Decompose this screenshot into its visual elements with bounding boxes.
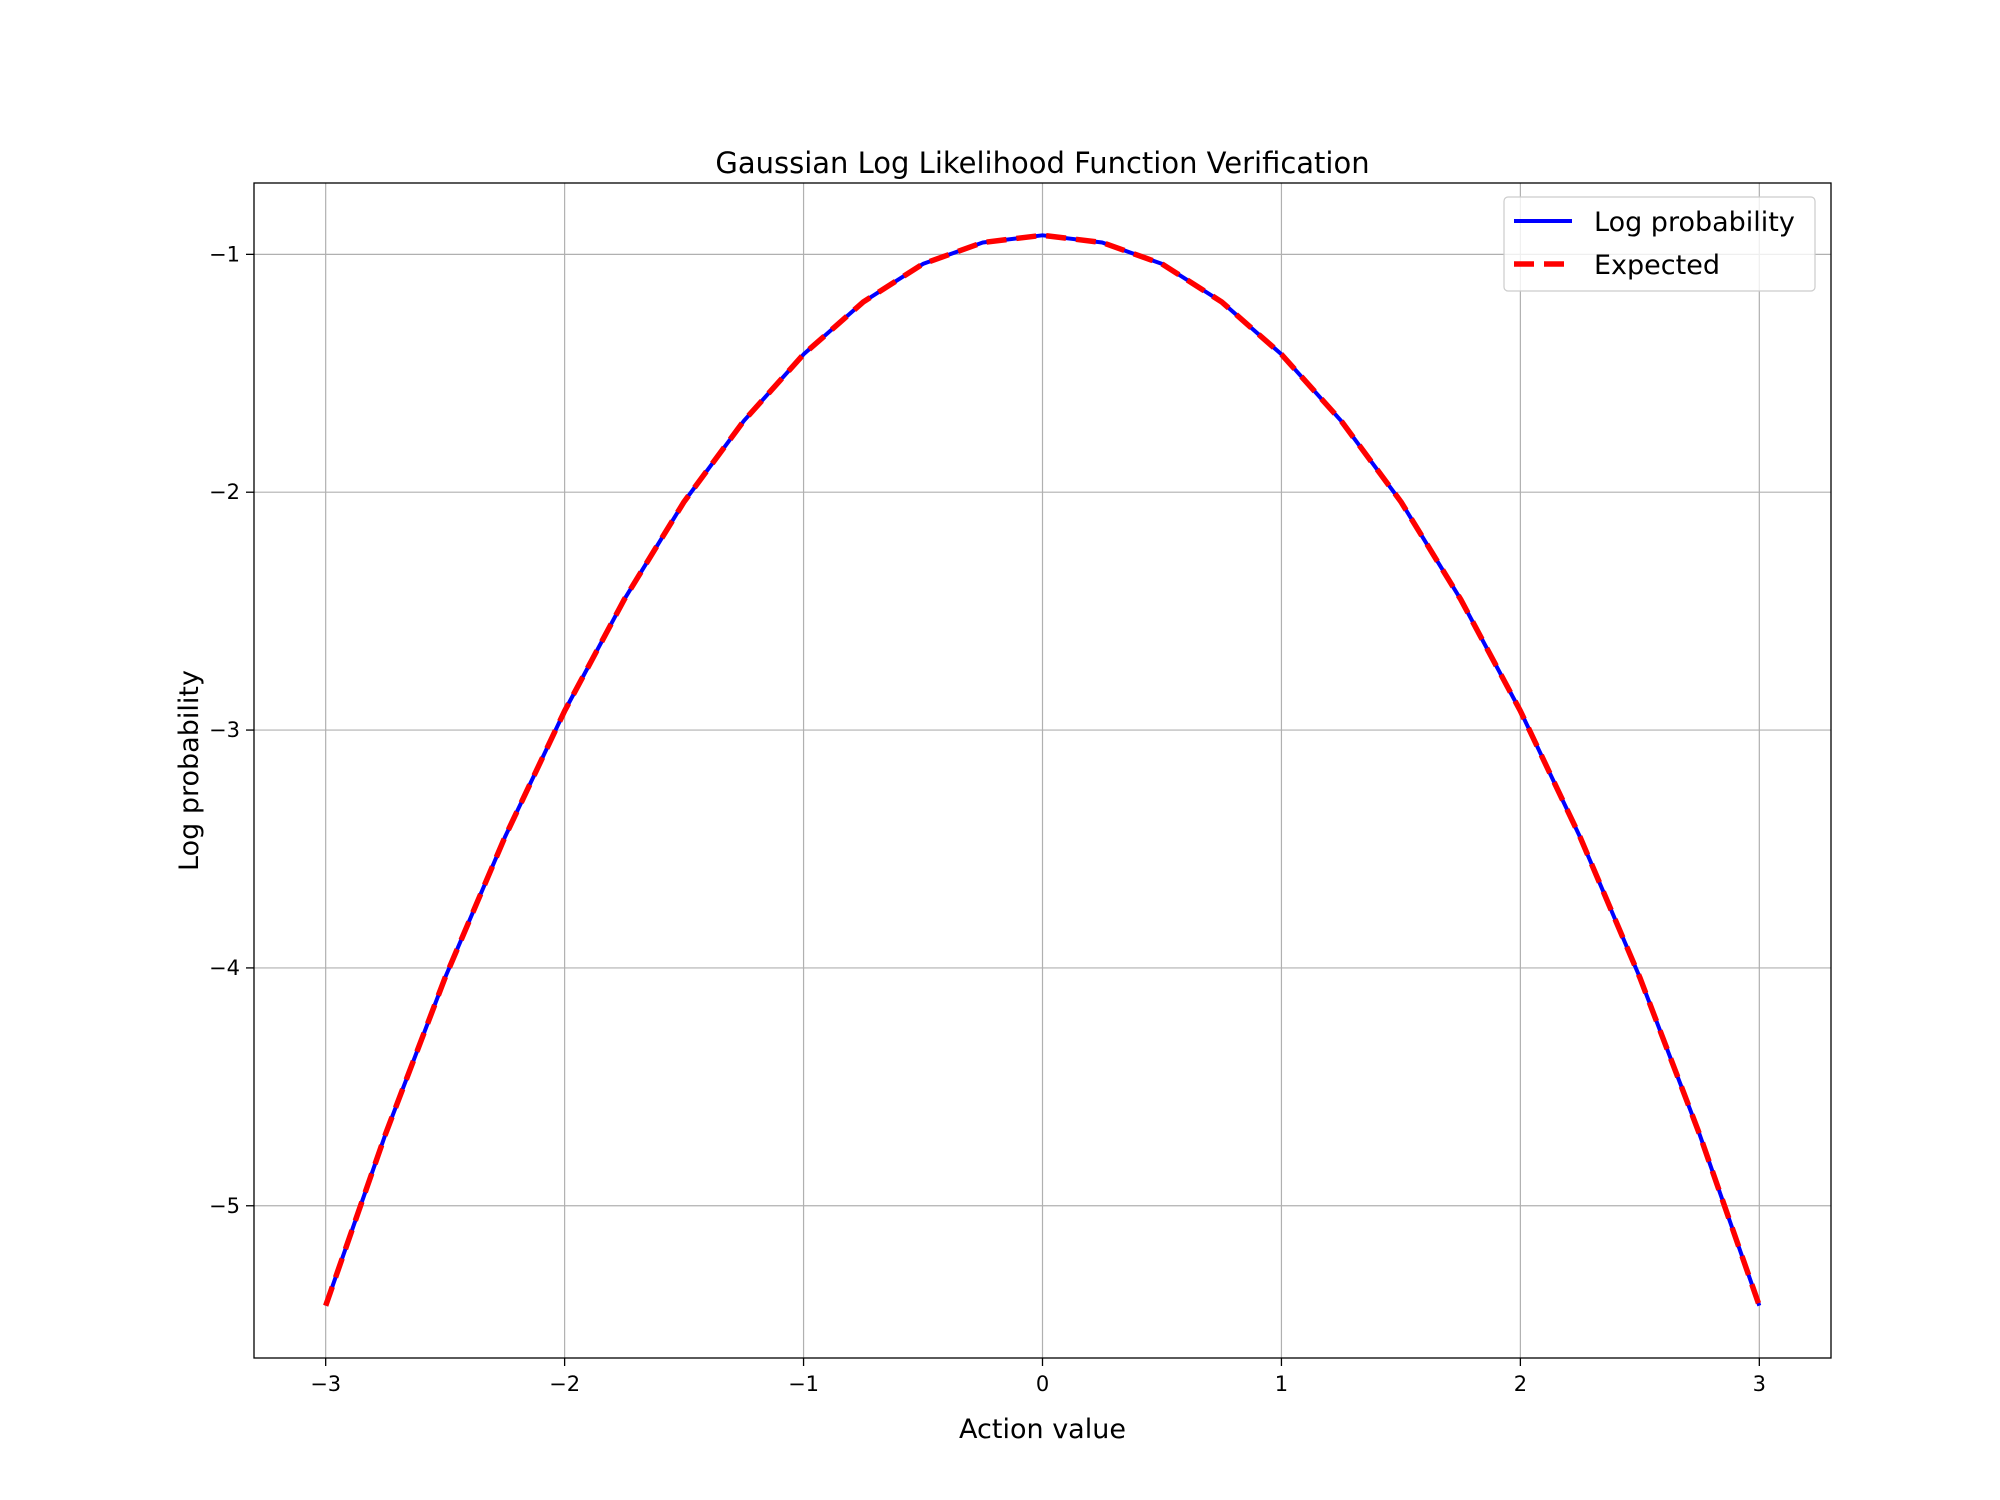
x-axis-label: Action value <box>959 1414 1126 1445</box>
ticks: −3 −2 −1 0 1 2 3 −1 −2 −3 −4 −5 <box>209 242 1766 1396</box>
legend: Log probability Expected <box>1503 196 1816 292</box>
grid <box>254 183 1831 1358</box>
x-tick-label: −2 <box>549 1372 580 1396</box>
y-tick-label: −5 <box>209 1194 240 1218</box>
legend-label-log-probability: Log probability <box>1594 207 1795 238</box>
x-tick-label: 3 <box>1753 1372 1766 1396</box>
y-axis-label: Log probability <box>174 670 205 871</box>
y-tick-label: −3 <box>209 718 240 742</box>
chart-title: Gaussian Log Likelihood Function Verific… <box>715 146 1369 180</box>
y-tick-label: −2 <box>209 480 240 504</box>
y-tick-label: −4 <box>209 956 240 980</box>
series-line-expected <box>323 232 1762 1307</box>
legend-box <box>1503 196 1816 292</box>
x-tick-label: −1 <box>788 1372 819 1396</box>
x-tick-label: 0 <box>1036 1372 1049 1396</box>
x-tick-label: 1 <box>1275 1372 1288 1396</box>
legend-label-expected: Expected <box>1594 250 1720 281</box>
x-tick-label: 2 <box>1514 1372 1527 1396</box>
plot-area <box>323 232 1762 1307</box>
x-tick-label: −3 <box>310 1372 341 1396</box>
y-tick-label: −1 <box>209 242 240 266</box>
